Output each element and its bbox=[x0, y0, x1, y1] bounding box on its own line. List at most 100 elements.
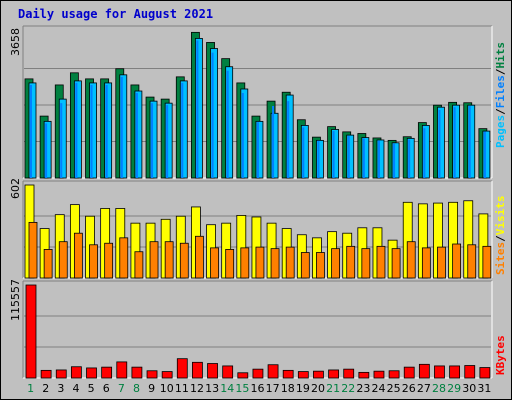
pages-bar bbox=[331, 129, 339, 179]
kbytes-bar bbox=[55, 369, 67, 379]
day-label: 20 bbox=[311, 382, 325, 395]
kbytes-bar bbox=[297, 371, 309, 379]
day-label: 22 bbox=[341, 382, 355, 395]
visits-bar bbox=[119, 237, 129, 279]
kbytes-bar bbox=[40, 369, 52, 379]
panel-3 bbox=[22, 280, 493, 379]
visits-bar bbox=[89, 244, 98, 279]
kbytes-bar bbox=[252, 368, 264, 379]
pages-bar bbox=[391, 142, 400, 179]
pages-bar bbox=[73, 80, 82, 179]
y-max-label-hits: 3658 bbox=[9, 28, 22, 56]
visits-bar bbox=[346, 245, 356, 279]
pages-bar bbox=[58, 98, 67, 179]
legend-entry: / bbox=[494, 68, 507, 75]
legend-entry: Visits bbox=[494, 196, 507, 236]
pages-bar bbox=[104, 82, 113, 179]
day-label: 5 bbox=[88, 382, 95, 395]
visits-bar bbox=[225, 249, 235, 279]
day-label: 10 bbox=[160, 382, 174, 395]
kbytes-bar bbox=[25, 284, 37, 379]
pages-bar bbox=[270, 112, 279, 179]
visits-bar bbox=[43, 249, 53, 279]
day-label: 1 bbox=[27, 382, 34, 395]
day-label: 13 bbox=[205, 382, 219, 395]
kbytes-bars bbox=[25, 284, 491, 379]
day-label: 25 bbox=[387, 382, 401, 395]
day-label: 4 bbox=[72, 382, 79, 395]
visits-bar bbox=[255, 246, 265, 279]
pages-bar bbox=[300, 125, 309, 179]
pages-bar bbox=[225, 66, 234, 179]
pages-bar bbox=[195, 38, 203, 179]
pages-bar bbox=[467, 104, 476, 179]
pages-bar bbox=[89, 82, 97, 179]
kbytes-bar bbox=[146, 370, 158, 379]
kbytes-bar bbox=[70, 366, 82, 379]
day-label: 11 bbox=[175, 382, 189, 395]
kbytes-bar bbox=[282, 369, 294, 379]
day-label: 6 bbox=[103, 382, 110, 395]
visits-bar bbox=[361, 248, 371, 279]
day-label: 31 bbox=[477, 382, 491, 395]
day-label: 28 bbox=[432, 382, 446, 395]
kbytes-bar bbox=[449, 365, 461, 379]
kbytes-bar bbox=[131, 366, 143, 379]
kbytes-bar bbox=[222, 365, 234, 379]
pages-bar bbox=[28, 82, 37, 179]
kbytes-bar bbox=[207, 363, 218, 379]
pages-bar bbox=[482, 130, 491, 179]
day-label: 27 bbox=[417, 382, 431, 395]
visits-bar bbox=[149, 241, 159, 279]
day-label: 17 bbox=[266, 382, 280, 395]
kbytes-bar bbox=[161, 371, 173, 379]
kbytes-bar bbox=[373, 370, 385, 379]
visits-bar bbox=[104, 242, 114, 279]
day-label: 16 bbox=[251, 382, 265, 395]
visits-bar bbox=[270, 248, 280, 279]
legend-entry: Pages bbox=[494, 115, 507, 148]
kbytes-bar bbox=[116, 361, 128, 379]
chart-title: Daily usage for August 2021 bbox=[18, 7, 214, 21]
pages-bar bbox=[240, 88, 249, 179]
day-label: 2 bbox=[42, 382, 49, 395]
kbytes-bar bbox=[403, 366, 415, 379]
pages-bar bbox=[376, 139, 385, 179]
visits-bar bbox=[134, 251, 144, 279]
visits-bar bbox=[421, 247, 431, 279]
visits-bar bbox=[28, 221, 38, 279]
visits-bar bbox=[467, 244, 477, 279]
kbytes-bar bbox=[388, 370, 400, 379]
visits-bar bbox=[300, 252, 310, 279]
hits-files-pages-bars bbox=[24, 31, 491, 179]
kbytes-bar bbox=[464, 365, 476, 379]
visits-sites-bars bbox=[24, 184, 492, 279]
pages-bar bbox=[134, 90, 143, 179]
pages-bar bbox=[316, 139, 324, 179]
kbytes-bar bbox=[328, 369, 339, 379]
visits-bar bbox=[285, 246, 295, 279]
kbytes-bar bbox=[86, 367, 97, 379]
pages-bar bbox=[164, 102, 173, 179]
day-label: 21 bbox=[326, 382, 340, 395]
panel-background bbox=[23, 281, 492, 378]
kbytes-bar bbox=[418, 363, 430, 379]
day-label: 23 bbox=[356, 382, 370, 395]
day-label: 9 bbox=[148, 382, 155, 395]
pages-bar bbox=[210, 48, 218, 179]
visits-bar bbox=[376, 245, 386, 279]
kbytes-bar bbox=[176, 358, 188, 379]
kbytes-bar bbox=[479, 367, 491, 379]
pages-bar bbox=[43, 120, 52, 179]
pages-bar bbox=[421, 125, 430, 179]
y-max-label-kbytes: 115557 bbox=[9, 279, 22, 321]
pages-bar bbox=[119, 74, 128, 179]
pages-bar bbox=[285, 94, 294, 179]
pages-bar bbox=[149, 100, 158, 179]
kbytes-bar bbox=[101, 366, 113, 379]
day-label: 19 bbox=[296, 382, 310, 395]
kbytes-bar bbox=[343, 368, 355, 379]
day-label: 15 bbox=[235, 382, 249, 395]
day-label: 29 bbox=[447, 382, 461, 395]
